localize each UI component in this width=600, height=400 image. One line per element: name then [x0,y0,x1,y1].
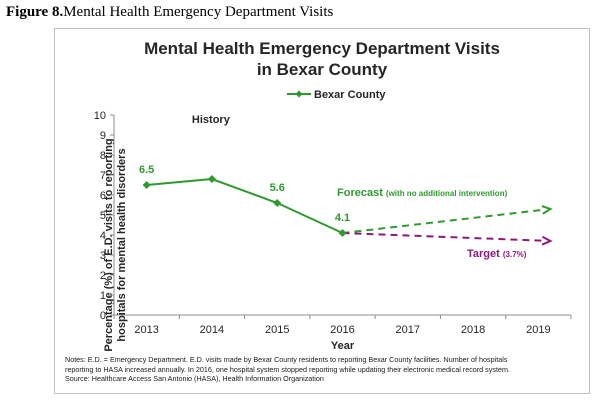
x-tick-label: 2018 [461,324,485,336]
line-chart: 0 1 2 3 4 5 6 7 8 9 10 2013 2014 2015 2016 2017 2018 2019… [94,89,572,352]
y-tick-label: 5 [100,210,106,222]
x-axis-label: Year [331,340,355,352]
figure-caption: Figure 8.Mental Health Emergency Departm… [6,4,333,21]
data-point [273,199,282,207]
notes-line2: reporting to HASA increased annually. In… [65,364,510,374]
target-line [342,232,545,242]
x-tick-label: 2014 [200,324,224,336]
y-tick-label: 1 [100,290,106,302]
chart-title-line1: Mental Health Emergency Department Visit… [144,39,500,58]
series-line-bexar-county [146,177,343,234]
data-label: 6.5 [139,164,154,176]
forecast-label: Forecast (with no additional interventio… [337,187,508,199]
figure-caption-text: Mental Health Emergency Department Visit… [63,4,334,20]
figure-label: Figure 8. [6,4,64,20]
x-tick-label: 2019 [526,324,550,336]
notes-line3: Source: Healthcare Access San Antonio (H… [65,374,324,383]
x-tick-label: 2016 [330,324,354,336]
data-label: 5.6 [270,182,285,194]
legend-marker [295,90,303,98]
annotation-history: History [192,114,231,126]
legend-label: Bexar County [314,89,386,101]
data-point [142,181,151,189]
y-tick-label: 6 [100,190,106,202]
forecast-arrowhead [541,205,553,215]
y-tick-label: 0 [100,310,106,322]
y-tick-label: 8 [100,150,106,162]
y-tick-label: 10 [94,110,106,122]
x-tick-label: 2015 [265,324,289,336]
y-tick-label: 9 [100,130,106,142]
target-label: Target (3.7%) [467,248,527,260]
x-tick-label: 2013 [134,324,158,336]
x-tick-label: 2017 [396,324,420,336]
y-tick-label: 3 [100,250,106,262]
chart-container: Mental Health Emergency Department Visit… [54,28,590,394]
notes-line1: Notes: E.D. = Emergency Department. E.D.… [65,355,508,364]
data-label: 4.1 [335,212,350,224]
y-tick-label: 7 [100,170,106,182]
chart-title: Mental Health Emergency Department Visit… [55,38,589,80]
data-point [207,175,216,183]
forecast-line [342,208,545,234]
y-tick-label: 4 [100,230,106,242]
target-arrowhead [541,235,553,246]
data-point [338,229,347,237]
chart-notes: Notes: E.D. = Emergency Department. E.D.… [65,355,585,384]
y-tick-label: 2 [100,270,106,282]
chart-title-line2: in Bexar County [256,60,388,79]
